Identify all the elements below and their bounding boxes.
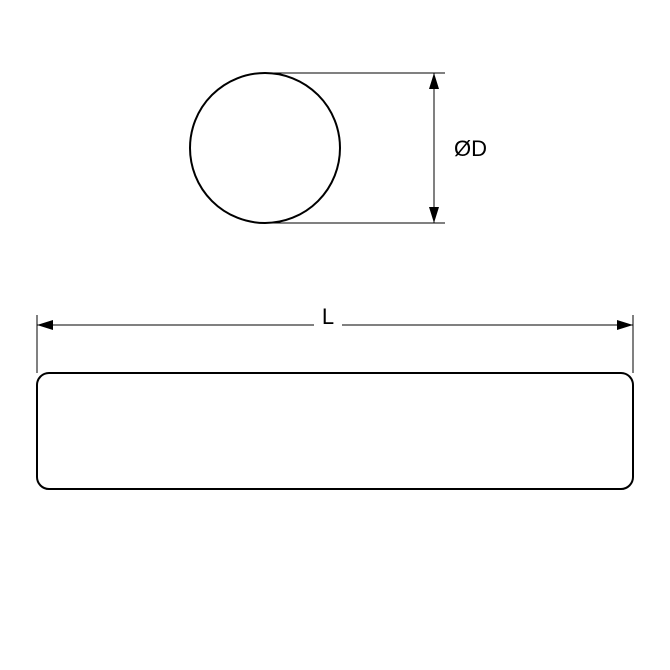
bar-side-view — [37, 373, 633, 489]
circle-outline — [190, 73, 340, 223]
bar-outline — [37, 373, 633, 489]
diameter-arrow-top — [429, 73, 439, 89]
length-label: L — [322, 304, 334, 329]
length-arrow-left — [37, 320, 53, 330]
diameter-dimension: ØD — [265, 73, 487, 223]
diameter-label: ØD — [454, 136, 487, 161]
length-arrow-right — [617, 320, 633, 330]
technical-drawing: ØD L — [0, 0, 670, 670]
diameter-arrow-bottom — [429, 207, 439, 223]
circle-section-view — [190, 73, 340, 223]
length-dimension: L — [37, 298, 633, 373]
